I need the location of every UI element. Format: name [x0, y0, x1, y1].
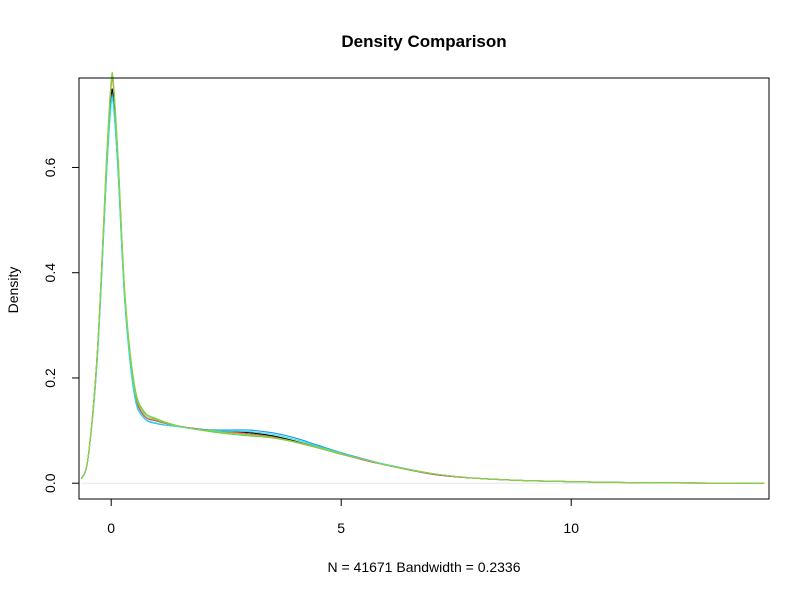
y-tick-label: 0.4 [42, 263, 58, 283]
density-line-6 [80, 74, 765, 484]
x-tick-label: 0 [107, 520, 115, 536]
density-line-4 [80, 72, 765, 484]
series-lines [80, 72, 765, 484]
y-axis: 0.0 0.2 0.4 0.6 [42, 158, 80, 493]
y-tick-label: 0.2 [42, 368, 58, 388]
y-tick-label: 0.0 [42, 473, 58, 493]
x-axis: 0 5 10 [107, 498, 579, 536]
y-axis-label: Density [5, 267, 21, 314]
x-tick-label: 10 [563, 520, 579, 536]
y-tick-label: 0.6 [42, 158, 58, 178]
x-axis-label: N = 41671 Bandwidth = 0.2336 [327, 559, 520, 575]
density-line-1 [80, 88, 765, 484]
x-tick-label: 5 [337, 520, 345, 536]
density-line-5 [80, 96, 765, 484]
chart-title: Density Comparison [341, 32, 506, 51]
plot-frame [78, 77, 770, 500]
density-line-2 [80, 77, 765, 484]
density-line-3 [80, 93, 765, 484]
